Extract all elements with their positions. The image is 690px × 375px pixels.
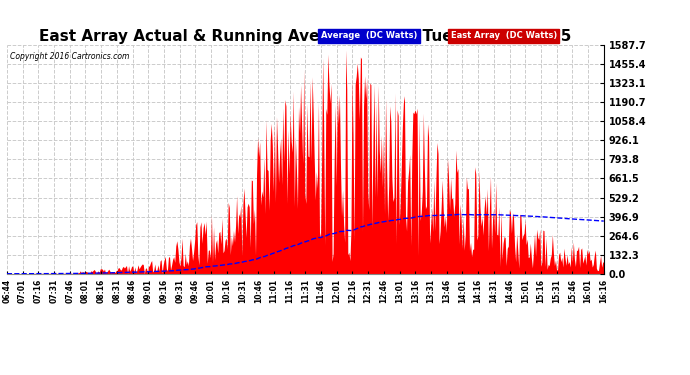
Text: Copyright 2016 Cartronics.com: Copyright 2016 Cartronics.com	[10, 52, 129, 61]
Text: East Array  (DC Watts): East Array (DC Watts)	[451, 31, 557, 40]
Title: East Array Actual & Running Average Power Tue Nov 15 16:35: East Array Actual & Running Average Powe…	[39, 29, 571, 44]
Text: Average  (DC Watts): Average (DC Watts)	[321, 31, 417, 40]
